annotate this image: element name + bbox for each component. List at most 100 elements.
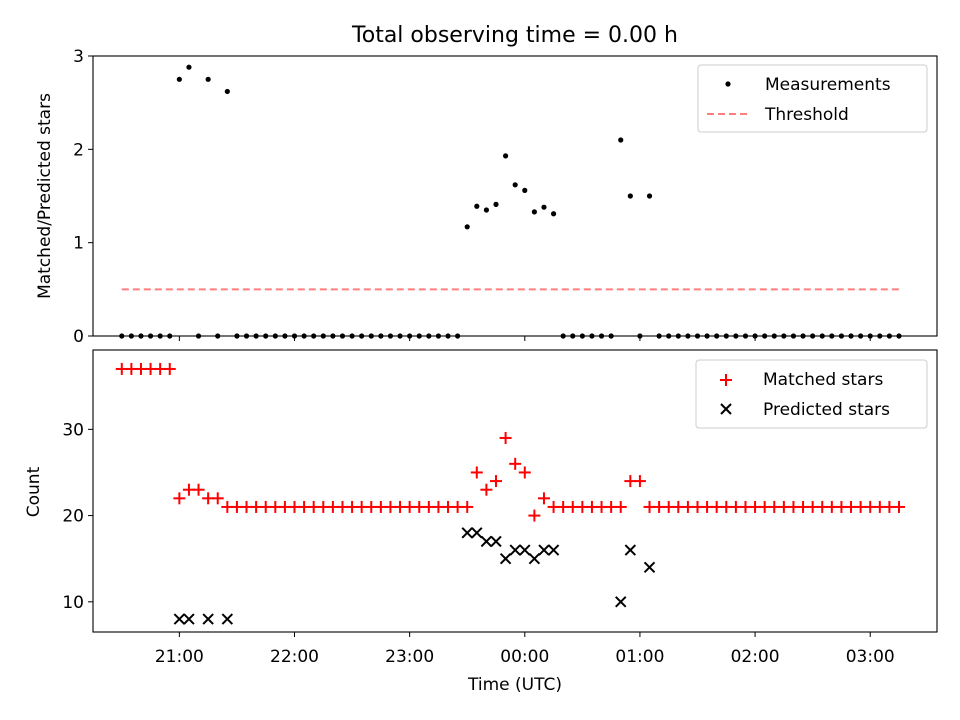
measurement-point xyxy=(627,193,633,199)
matched-star-point xyxy=(528,509,541,522)
predicted-star-diag2 xyxy=(490,535,502,548)
predicted-star-diag2 xyxy=(624,544,637,556)
predicted-star-diag2 xyxy=(509,544,521,556)
predicted-star-point xyxy=(547,544,560,556)
predicted-star-point xyxy=(202,613,214,625)
measurement-point xyxy=(205,76,211,82)
measurement-point xyxy=(618,137,624,143)
measurement-point xyxy=(176,76,182,82)
legend-measurements-marker xyxy=(725,81,731,87)
predicted-star-point xyxy=(499,552,512,565)
predicted-star-diag2 xyxy=(471,527,483,539)
bottom-xlabel: Time (UTC) xyxy=(467,675,562,695)
matched-star-point xyxy=(499,431,512,444)
predicted-star-diag2 xyxy=(183,613,195,625)
measurement-point xyxy=(522,187,528,193)
matched-star-point xyxy=(537,492,550,505)
top-ylabel: Matched/Predicted stars xyxy=(35,93,55,299)
measurement-point xyxy=(474,203,480,209)
bottom-xtick-label: 02:00 xyxy=(731,647,780,667)
top-ytick-label: 1 xyxy=(73,234,84,254)
top-legend-box xyxy=(697,64,928,133)
predicted-star-point xyxy=(624,544,637,556)
predicted-star-point xyxy=(615,596,627,608)
measurement-point xyxy=(483,207,490,213)
bottom-xtick-label: 23:00 xyxy=(385,647,434,667)
predicted-star-point xyxy=(173,613,186,625)
measurement-point xyxy=(550,211,557,217)
bottom-xtick-label: 21:00 xyxy=(155,647,204,667)
predicted-star-diag2 xyxy=(221,613,234,625)
predicted-star-diag2 xyxy=(547,544,560,556)
predicted-star-point xyxy=(221,613,234,625)
measurement-point xyxy=(646,193,653,199)
bottom-ytick-label: 30 xyxy=(62,420,84,440)
matched-star-point xyxy=(480,483,493,496)
predicted-star-point xyxy=(490,535,502,548)
predicted-star-point xyxy=(183,613,195,625)
predicted-star-point xyxy=(528,552,541,565)
predicted-star-diag2 xyxy=(643,561,656,574)
bottom-axes-frame xyxy=(92,349,938,633)
predicted-star-point xyxy=(519,544,531,556)
measurement-point xyxy=(224,88,230,95)
bottom-ytick-label: 20 xyxy=(62,507,84,527)
matched-star-point xyxy=(893,500,906,513)
predicted-star-diag2 xyxy=(499,552,512,565)
bottom-ylabel: Count xyxy=(24,466,44,517)
matched-star-point xyxy=(211,492,224,505)
predicted-star-point xyxy=(461,527,473,539)
legend-predicted-marker xyxy=(720,403,732,415)
predicted-star-point xyxy=(480,535,493,548)
matched-star-point xyxy=(633,475,646,488)
matched-star-point xyxy=(518,466,531,479)
bottom-legend: Matched stars Predicted stars xyxy=(695,359,928,429)
bottom-ytick-label: 10 xyxy=(62,593,84,613)
matched-star-point xyxy=(173,492,186,505)
matched-star-point xyxy=(614,500,627,513)
bottom-xtick-label: 01:00 xyxy=(615,647,664,667)
bottom-plot-area: 10 20 30 21:00 22:00 23:00 00:00 01:00 02:00 03:0… xyxy=(62,362,906,667)
top-ytick-label: 0 xyxy=(73,327,84,347)
top-legend: Measurements Threshold xyxy=(697,64,928,133)
top-ytick-label: 2 xyxy=(73,140,84,160)
bottom-xtick-label: 22:00 xyxy=(270,647,319,667)
predicted-star-diag2 xyxy=(480,535,493,548)
matched-star-point xyxy=(192,483,205,496)
predicted-star-diag2 xyxy=(461,527,473,539)
predicted-star-diag2 xyxy=(202,613,214,625)
legend-predicted-label: Predicted stars xyxy=(763,400,890,420)
predicted-star-point xyxy=(538,544,550,556)
measurement-point xyxy=(531,209,537,215)
legend-matched-marker xyxy=(720,374,732,386)
matched-star-point xyxy=(461,500,474,513)
measurement-point xyxy=(464,224,470,230)
predicted-star-diag2 xyxy=(173,613,186,625)
matched-star-point xyxy=(470,466,483,479)
top-axes-frame xyxy=(92,55,938,337)
matched-star-point xyxy=(509,457,522,470)
legend-threshold-label: Threshold xyxy=(764,105,849,125)
predicted-star-diag2 xyxy=(528,552,541,565)
bottom-legend-box xyxy=(695,359,928,429)
predicted-star-point xyxy=(509,544,521,556)
measurement-point xyxy=(502,153,509,159)
matched-star-point xyxy=(163,362,176,375)
predicted-star-diag2 xyxy=(538,544,550,556)
predicted-star-point xyxy=(643,561,656,574)
predicted-star-diag2 xyxy=(519,544,531,556)
bottom-xtick-label: 03:00 xyxy=(846,647,895,667)
predicted-star-diag2 xyxy=(615,596,627,608)
measurement-point xyxy=(512,182,518,188)
matched-star-point xyxy=(490,475,503,488)
legend-matched-label: Matched stars xyxy=(763,370,883,390)
measurement-point xyxy=(493,201,499,207)
bottom-xtick-label: 00:00 xyxy=(500,647,549,667)
predicted-star-point xyxy=(471,527,483,539)
top-title: Total observing time = 0.00 h xyxy=(351,23,678,48)
measurement-point xyxy=(541,204,547,210)
measurement-point xyxy=(186,64,192,70)
top-ytick-label: 3 xyxy=(73,47,84,67)
legend-measurements-label: Measurements xyxy=(765,75,891,95)
